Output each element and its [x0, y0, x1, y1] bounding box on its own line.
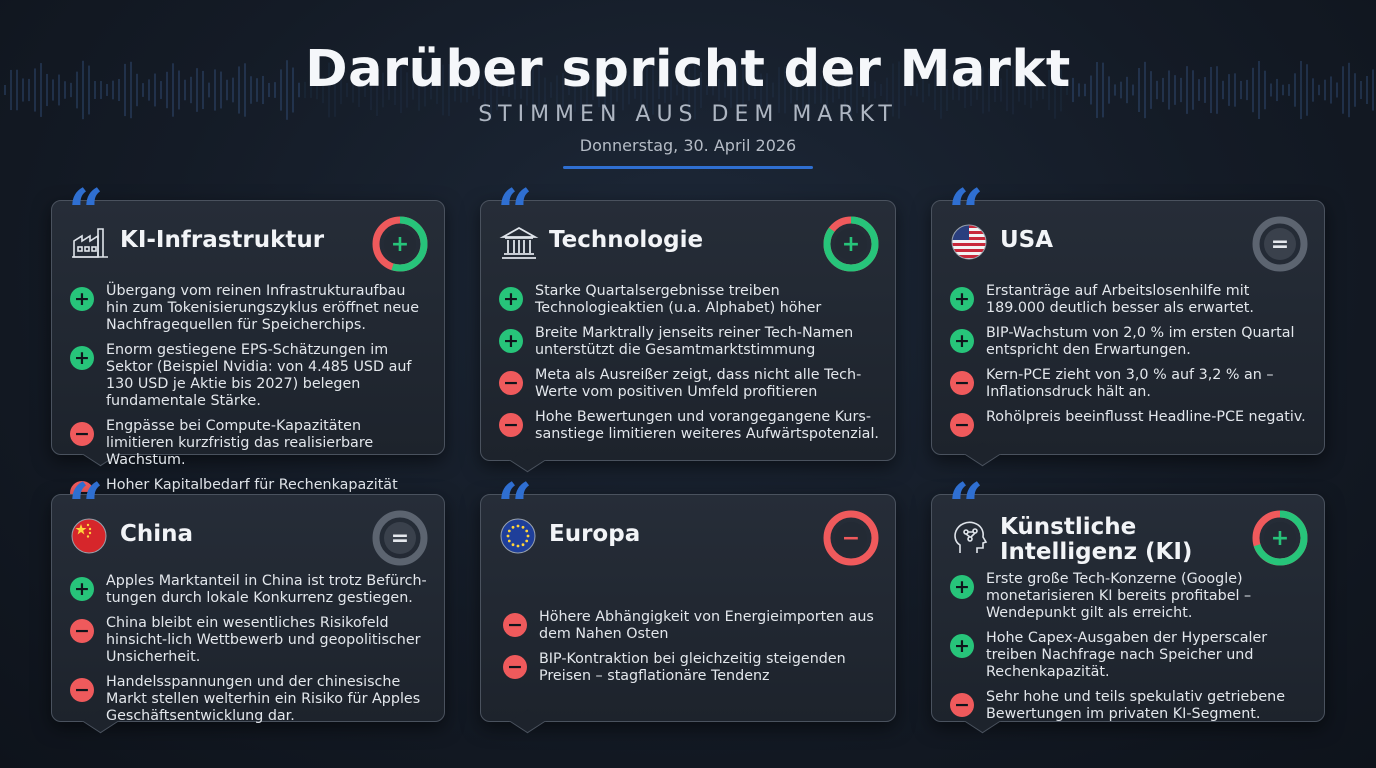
list-item: − Engpässe bei Compute-Kapazitäten limiti… [70, 418, 428, 469]
minus-icon: − [499, 371, 523, 395]
plus-icon: + [70, 287, 94, 311]
list-item: + Apples Marktanteil in China ist trotz B… [70, 573, 428, 607]
minus-icon: − [499, 413, 523, 437]
list-item: + Enorm gestiegene EPS-Schätzungen im Sek… [70, 342, 428, 410]
list-item: − Sehr hohe und teils spekulativ getriebe… [950, 689, 1308, 723]
bank-building-icon [499, 223, 539, 263]
minus-icon: − [70, 678, 94, 702]
plus-icon: + [950, 634, 974, 658]
svg-text:+: + [391, 232, 409, 257]
minus-icon: − [503, 613, 527, 637]
list-item: − BIP-Kontraktion bei gleichzeitig steige… [503, 651, 879, 685]
page-subtitle: STIMMEN AUS DEM MARKT [478, 102, 898, 127]
svg-text:+: + [1271, 526, 1289, 551]
plus-icon: + [70, 577, 94, 601]
header: Darüber spricht der Markt STIMMEN AUS DE… [0, 0, 1376, 169]
list-item: − Höhere Abhängigkeit von Energieimporten… [503, 609, 879, 643]
list-item: + Erste große Tech-Konzerne (Google) mone… [950, 571, 1308, 622]
card-title: China [120, 521, 194, 547]
list-item: + BIP-Wachstum von 2,0 % im ersten Quarta… [950, 325, 1308, 359]
list-item: + Erstanträge auf Arbeitslosenhilfe mit 1… [950, 283, 1308, 317]
card-china: “ China = + Apples Marktanteil in China i… [51, 475, 445, 734]
list-item: − China bleibt ein wesentliches Risikofel… [70, 615, 428, 666]
title-underline [563, 166, 813, 169]
plus-icon: + [499, 287, 523, 311]
list-item: − Hohe Bewertungen und vorangegangene Kur… [499, 409, 879, 443]
minus-icon: − [950, 413, 974, 437]
list-item: − Rohölpreis beeinflusst Headline-PCE neg… [950, 409, 1308, 437]
minus-icon: − [70, 619, 94, 643]
sentiment-gauge: + [821, 214, 881, 274]
sentiment-gauge: = [370, 508, 430, 568]
card-title: Europa [549, 521, 641, 547]
list-item: + Übergang vom reinen Infrastrukturaufbau… [70, 283, 428, 334]
minus-icon: − [503, 655, 527, 679]
card-title: USA [1000, 227, 1054, 253]
card-europa: “ Europa − − Höhere Abhängigkeit von Ener… [480, 475, 896, 734]
us-flag-icon [950, 223, 990, 263]
plus-icon: + [950, 329, 974, 353]
list-item: − Handelsspannungen und der chinesische M… [70, 674, 428, 725]
minus-icon: − [950, 693, 974, 717]
svg-text:+: + [842, 232, 860, 257]
svg-text:=: = [391, 526, 409, 551]
card-title: Technologie [549, 227, 704, 253]
card-kuenstliche-intelligenz: “ Künstliche Intelligenz (KI) + + Erste g… [931, 475, 1325, 734]
svg-text:=: = [1271, 232, 1289, 257]
page-date: Donnerstag, 30. April 2026 [579, 136, 797, 155]
plus-icon: + [499, 329, 523, 353]
eu-flag-icon [499, 517, 539, 557]
sentiment-gauge: + [1250, 508, 1310, 568]
page-title: Darüber spricht der Markt [305, 40, 1071, 99]
card-title: KI-Infrastruktur [120, 227, 325, 253]
list-item: + Starke Quartalsergebnisse treiben Techn… [499, 283, 879, 317]
sentiment-gauge: + [370, 214, 430, 274]
list-item: + Breite Marktrally jenseits reiner Tech-… [499, 325, 879, 359]
svg-text:−: − [842, 526, 860, 551]
card-title: Künstliche Intelligenz (KI) [1000, 514, 1193, 565]
card-usa: “ USA = + Erstanträge auf Arbeitslosenhil… [931, 181, 1325, 467]
plus-icon: + [950, 287, 974, 311]
sound-wave-decoration [4, 60, 1374, 120]
plus-icon: + [70, 346, 94, 370]
speech-tail [964, 442, 1001, 467]
card-ki-infrastruktur: “ KI-Infrastruktur + + Übergang vom reine… [51, 181, 445, 510]
list-item: − Meta als Ausreißer zeigt, dass nicht al… [499, 367, 879, 401]
plus-icon: + [950, 575, 974, 599]
list-item: + Hohe Capex-Ausgaben der Hyperscaler tre… [950, 630, 1308, 681]
minus-icon: − [950, 371, 974, 395]
list-item: − Kern-PCE zieht von 3,0 % auf 3,2 % an –… [950, 367, 1308, 401]
speech-tail [509, 709, 546, 734]
minus-icon: − [70, 422, 94, 446]
quote-mark-icon: “ [948, 469, 984, 542]
ai-head-icon [950, 517, 990, 557]
card-technologie: “ Technologie + + Starke Quartalsergebnis… [480, 181, 896, 473]
factory-icon [70, 223, 110, 263]
sentiment-gauge: = [1250, 214, 1310, 274]
sentiment-gauge: − [821, 508, 881, 568]
china-flag-icon [70, 517, 110, 557]
